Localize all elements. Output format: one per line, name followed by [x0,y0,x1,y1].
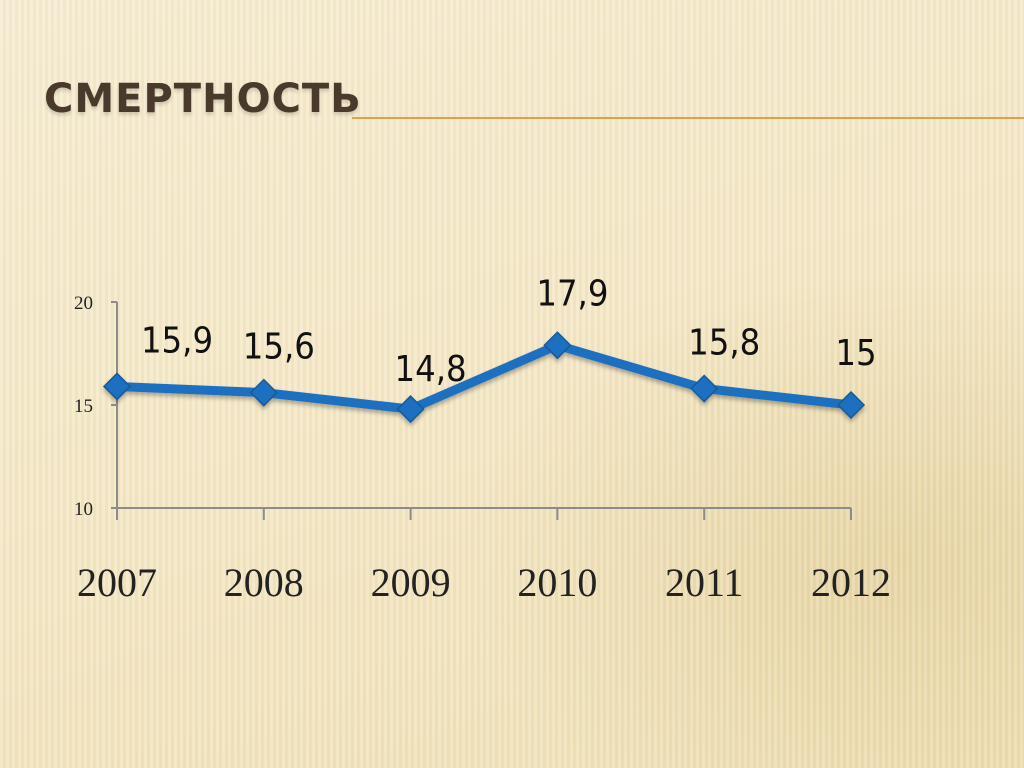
data-label: 15,9 [141,320,213,361]
data-label: 17,9 [536,273,608,314]
x-tick-label: 2008 [224,560,304,605]
title-rule [352,117,1024,119]
data-label: 14,8 [395,349,467,390]
x-tick-label: 2010 [517,560,597,605]
data-label: 15,6 [243,327,315,368]
slide-title: СМЕРТНОСТЬ [44,76,362,122]
data-point-marker [396,395,425,424]
data-point-marker [543,331,572,360]
x-tick-label: 2011 [665,560,744,605]
y-tick-label: 20 [74,293,93,314]
data-point-marker [249,378,278,407]
data-point-marker [836,390,866,420]
data-label: 15 [835,333,876,374]
y-tick-label: 15 [74,396,93,417]
x-tick-label: 2012 [811,560,891,605]
data-point-marker [102,372,132,401]
data-point-marker [690,374,719,403]
x-tick-label: 2009 [371,560,451,605]
x-tick-label: 2007 [77,560,157,605]
y-tick-label: 10 [74,499,93,520]
data-label: 15,8 [688,323,760,364]
series-line [112,340,856,414]
